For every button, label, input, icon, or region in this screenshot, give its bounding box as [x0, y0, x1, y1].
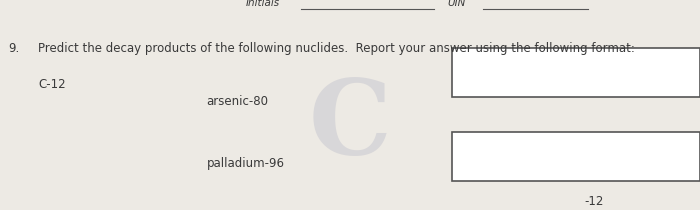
Text: palladium-96: palladium-96: [206, 157, 284, 170]
Bar: [452, 48, 700, 97]
Text: Predict the decay products of the following nuclides.  Report your answer using : Predict the decay products of the follow…: [38, 42, 636, 55]
Text: -12: -12: [584, 195, 604, 208]
Text: arsenic-80: arsenic-80: [206, 95, 269, 108]
Text: Initials: Initials: [246, 0, 280, 8]
Text: 9.: 9.: [8, 42, 20, 55]
Text: C-12: C-12: [38, 78, 66, 91]
Bar: [452, 132, 700, 181]
Text: UIN: UIN: [447, 0, 466, 8]
Text: C: C: [309, 75, 391, 177]
